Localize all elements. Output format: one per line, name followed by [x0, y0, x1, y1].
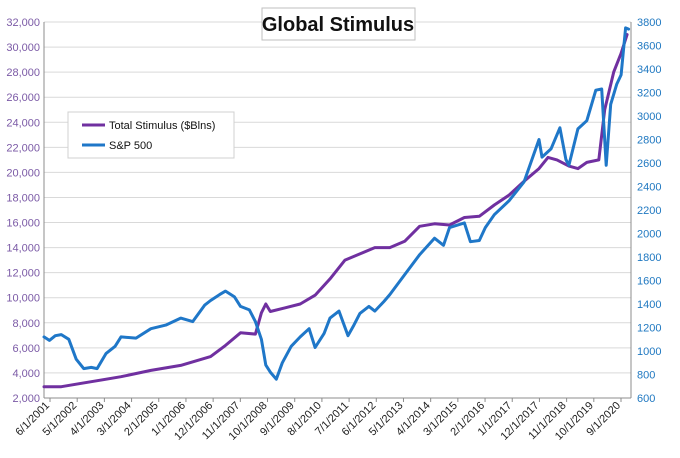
left-tick-label: 8,000: [12, 318, 40, 330]
legend-label-total-stimulus: Total Stimulus ($Blns): [109, 120, 215, 132]
legend-label-sp500: S&P 500: [109, 140, 152, 152]
left-tick-label: 18,000: [6, 192, 40, 204]
right-tick-label: 2000: [637, 229, 661, 241]
left-tick-label: 32,000: [6, 17, 40, 29]
left-tick-label: 24,000: [6, 117, 40, 129]
left-tick-label: 28,000: [6, 67, 40, 79]
left-tick-label: 6,000: [12, 343, 40, 355]
left-tick-label: 10,000: [6, 293, 40, 305]
series-line-total-stimulus: [42, 33, 629, 389]
series-line-sp500: [42, 26, 631, 381]
right-tick-label: 600: [637, 393, 655, 405]
right-tick-label: 2400: [637, 182, 661, 194]
right-tick-label: 1800: [637, 252, 661, 264]
right-tick-label: 3000: [637, 111, 661, 123]
chart-title-text: Global Stimulus: [262, 14, 414, 36]
right-tick-label: 1600: [637, 276, 661, 288]
right-tick-label: 1000: [637, 346, 661, 358]
right-tick-label: 3800: [637, 17, 661, 29]
right-tick-label: 1200: [637, 323, 661, 335]
left-y-axis-ticks: 2,000 4,000 6,000 8,000 10,000 12,000 14,000 16…: [6, 17, 40, 405]
right-tick-label: 3400: [637, 64, 661, 76]
right-tick-label: 3200: [637, 88, 661, 100]
left-tick-label: 20,000: [6, 167, 40, 179]
series: [42, 26, 631, 389]
left-tick-label: 30,000: [6, 42, 40, 54]
left-tick-label: 12,000: [6, 268, 40, 280]
right-tick-label: 2200: [637, 205, 661, 217]
right-tick-label: 800: [637, 370, 655, 382]
legend-box: [67, 111, 235, 159]
left-tick-label: 16,000: [6, 218, 40, 230]
left-tick-label: 26,000: [6, 92, 40, 104]
chart-title-box: [261, 7, 416, 41]
left-tick-label: 2,000: [12, 393, 40, 405]
right-y-axis-ticks: 600 800 1000 1200 1400 1600 1800 2000 2200 2400 26…: [637, 17, 661, 405]
left-tick-label: 22,000: [6, 142, 40, 154]
right-tick-label: 2800: [637, 135, 661, 147]
left-tick-label: 14,000: [6, 243, 40, 255]
legend: Total Stimulus ($Blns) S&P 500: [67, 111, 235, 159]
axes: [43, 22, 632, 399]
right-tick-label: 3600: [637, 41, 661, 53]
right-tick-label: 2600: [637, 158, 661, 170]
chart-title: Global Stimulus: [261, 7, 416, 41]
right-tick-label: 1400: [637, 299, 661, 311]
left-tick-label: 4,000: [12, 368, 40, 380]
